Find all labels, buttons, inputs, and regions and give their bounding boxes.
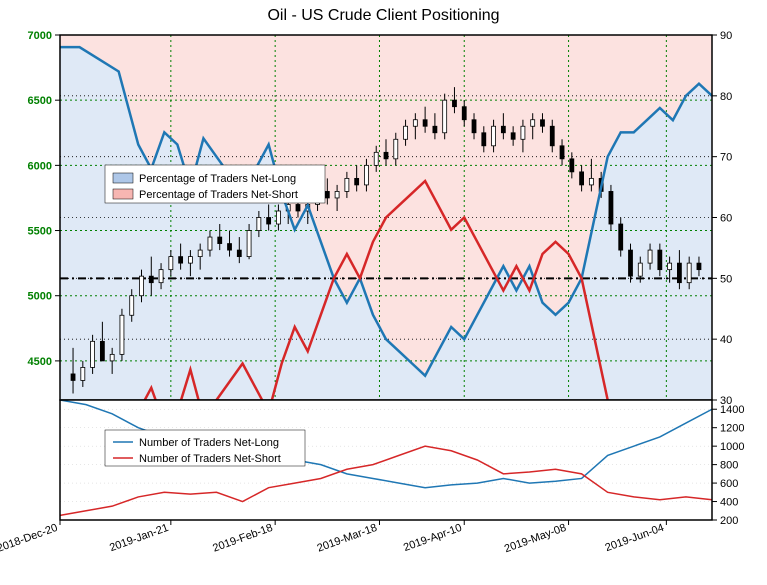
left-tick-label: 7000 xyxy=(28,30,52,42)
p2-right-tick-label: 400 xyxy=(720,497,738,509)
candle-body xyxy=(570,159,574,172)
candle-body xyxy=(550,126,554,146)
candle-body xyxy=(540,120,544,127)
x-tick-label: 2019-Apr-10 xyxy=(402,522,464,554)
left-tick-label: 6500 xyxy=(28,95,52,107)
candle-body xyxy=(452,100,456,107)
candle-body xyxy=(687,263,691,283)
candle-body xyxy=(560,146,564,159)
candle-body xyxy=(589,178,593,185)
right-tick-label: 50 xyxy=(720,273,732,285)
right-tick-label: 90 xyxy=(720,30,732,42)
candle-body xyxy=(580,172,584,185)
candle-body xyxy=(638,263,642,276)
candle-body xyxy=(71,374,75,381)
main-chart-svg: Oil - US Crude Client Positioning 4500 500… xyxy=(0,0,767,585)
p2-right-tick-label: 1200 xyxy=(720,423,744,435)
candle-body xyxy=(276,211,280,224)
candle-body xyxy=(355,178,359,185)
candle-body xyxy=(228,244,232,251)
candle-body xyxy=(91,341,95,367)
candle-body xyxy=(668,263,672,270)
candle-body xyxy=(472,120,476,133)
candle-body xyxy=(257,218,261,231)
candle-body xyxy=(169,257,173,270)
candle-body xyxy=(609,191,613,224)
candle-body xyxy=(648,250,652,263)
candle-body xyxy=(247,231,251,257)
candle-body xyxy=(325,191,329,198)
legend-label: Number of Traders Net-Long xyxy=(139,437,279,449)
candle-body xyxy=(677,263,681,283)
candle-body xyxy=(413,120,417,127)
x-tick-label: 2019-May-08 xyxy=(503,522,568,555)
candle-body xyxy=(335,191,339,198)
candle-body xyxy=(423,120,427,127)
candle-body xyxy=(501,126,505,133)
right-tick-label: 60 xyxy=(720,213,732,225)
candle-body xyxy=(433,126,437,133)
candle-body xyxy=(462,107,466,120)
p2-right-tick-label: 200 xyxy=(720,515,738,527)
legend-label: Percentage of Traders Net-Long xyxy=(139,173,296,185)
left-tick-label: 4500 xyxy=(28,356,52,368)
candle-body xyxy=(697,263,701,270)
candle-body xyxy=(482,133,486,146)
candle-body xyxy=(149,276,153,283)
p2-right-tick-label: 1000 xyxy=(720,441,744,453)
candle-body xyxy=(364,165,368,185)
candle-body xyxy=(511,133,515,140)
candle-body xyxy=(404,126,408,139)
candle-body xyxy=(658,250,662,270)
candle-body xyxy=(443,100,447,133)
candle-body xyxy=(629,250,633,276)
candle-body xyxy=(218,237,222,244)
candle-body xyxy=(296,204,300,211)
candle-body xyxy=(521,126,525,139)
legend-swatch xyxy=(113,189,133,199)
candle-body xyxy=(394,139,398,159)
candle-body xyxy=(81,367,85,380)
x-tick-label: 2019-Mar-18 xyxy=(316,522,379,555)
candle-body xyxy=(237,250,241,257)
candle-body xyxy=(130,296,134,316)
legend-swatch xyxy=(113,173,133,183)
candle-body xyxy=(140,276,144,296)
candle-body xyxy=(345,178,349,191)
p2-right-tick-label: 800 xyxy=(720,460,738,472)
candle-body xyxy=(159,270,163,283)
candle-body xyxy=(110,354,114,361)
legend-label: Percentage of Traders Net-Short xyxy=(139,189,298,201)
legend-label: Number of Traders Net-Short xyxy=(139,453,281,465)
candle-body xyxy=(531,120,535,127)
candle-body xyxy=(492,126,496,146)
right-tick-label: 40 xyxy=(720,334,732,346)
candle-body xyxy=(208,237,212,250)
candle-body xyxy=(120,315,124,354)
chart-title: Oil - US Crude Client Positioning xyxy=(267,7,499,24)
candle-body xyxy=(198,250,202,257)
right-tick-label: 80 xyxy=(720,91,732,103)
x-tick-label: 2019-Jan-21 xyxy=(108,522,170,554)
x-tick-label: 2019-Feb-18 xyxy=(211,522,274,555)
candle-body xyxy=(100,341,104,361)
left-tick-label: 5500 xyxy=(28,226,52,238)
right-tick-label: 70 xyxy=(720,152,732,164)
candle-body xyxy=(619,224,623,250)
candle-body xyxy=(384,152,388,159)
candle-body xyxy=(188,257,192,264)
x-tick-label: 2019-Jun-04 xyxy=(604,522,666,554)
chart-container: Oil - US Crude Client Positioning 4500 500… xyxy=(0,0,767,585)
candle-body xyxy=(267,218,271,225)
x-tick-label: 2018-Dec-20 xyxy=(0,522,59,555)
p2-right-tick-label: 600 xyxy=(720,478,738,490)
candle-body xyxy=(179,257,183,264)
left-tick-label: 5000 xyxy=(28,291,52,303)
p2-right-tick-label: 1400 xyxy=(720,404,744,416)
candle-body xyxy=(374,152,378,165)
left-tick-label: 6000 xyxy=(28,160,52,172)
